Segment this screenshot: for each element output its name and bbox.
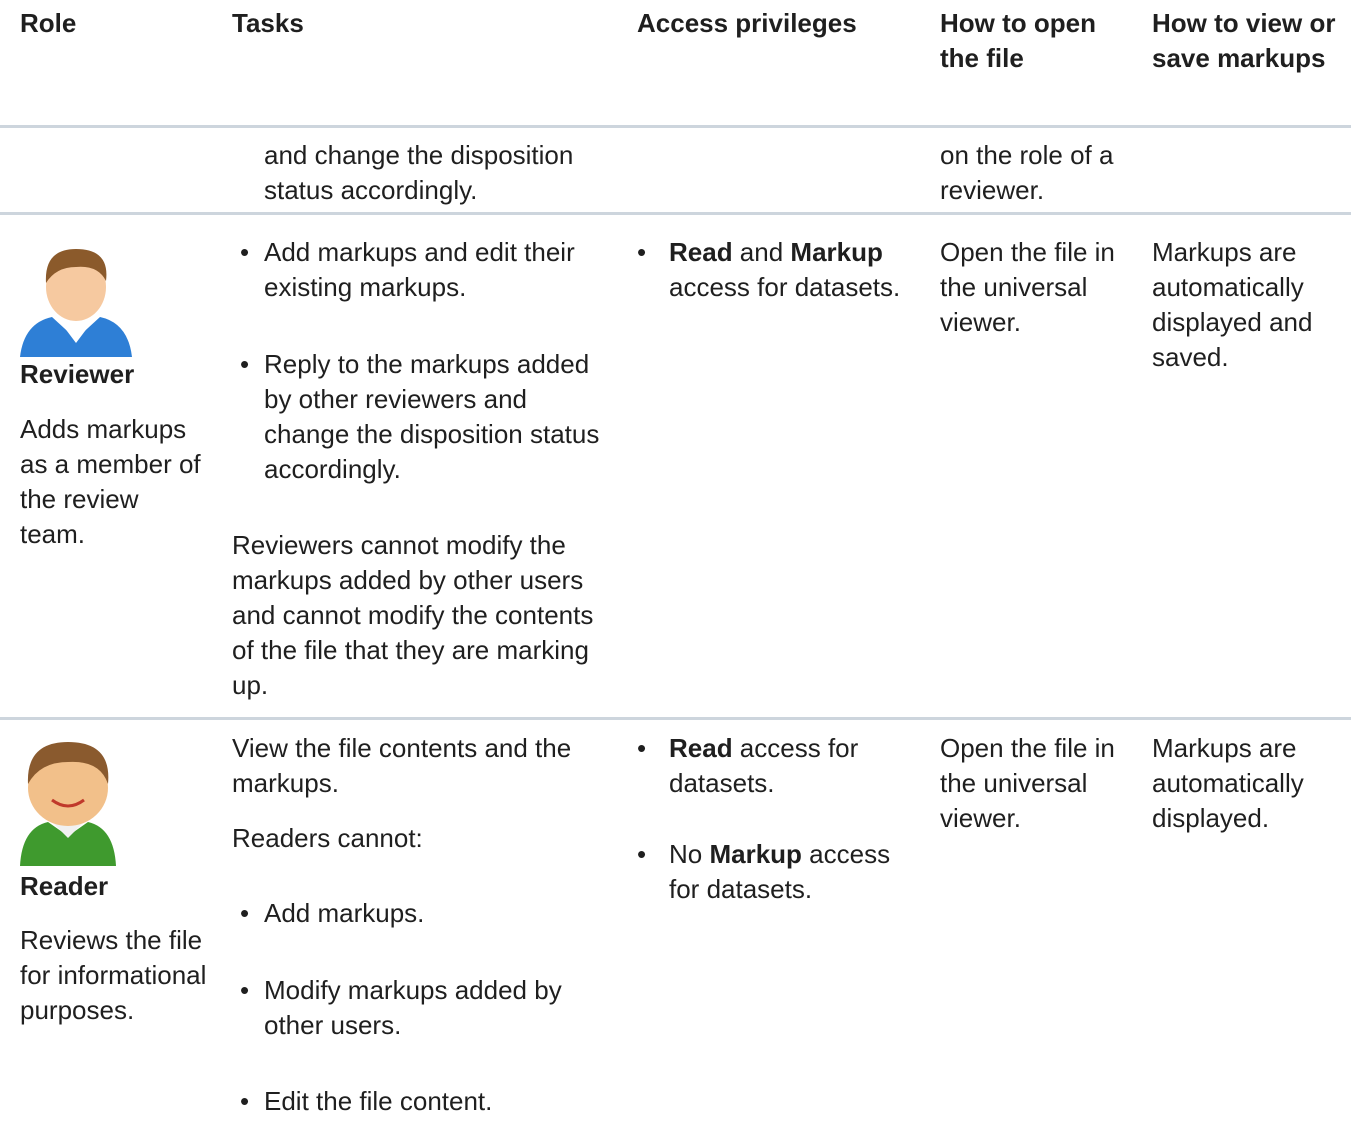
access-text: Markup (709, 839, 802, 869)
access-list: Read access for datasets.No Markup acces… (637, 731, 919, 943)
header-open: How to open the file (940, 8, 1096, 73)
task-bullet: Edit the file content. (240, 1084, 619, 1119)
task-note: Reviewers cannot modify the markups adde… (232, 530, 594, 700)
access-item: No Markup access for datasets. (637, 837, 919, 907)
task-intro: View the file contents and the markups. (232, 733, 572, 798)
header-role: Role (20, 8, 77, 38)
open-text: on the role of a reviewer. (940, 140, 1114, 205)
view-text: Markups are automatically displayed and … (1152, 237, 1313, 372)
role-name: Reviewer (20, 359, 135, 389)
role-description: Reviews the file for informational purpo… (20, 925, 207, 1025)
row-divider (0, 125, 1351, 128)
view-text: Markups are automatically displayed. (1152, 733, 1304, 833)
access-text: Read (669, 733, 733, 763)
access-text: Read (669, 237, 733, 267)
open-text: Open the file in the universal viewer. (940, 237, 1115, 337)
access-text: access for datasets. (669, 839, 898, 904)
reader-avatar (20, 742, 116, 866)
row-divider (0, 717, 1351, 720)
task-bullet: Reply to the markups added by other revi… (240, 347, 619, 487)
access-text: access for datasets. (669, 733, 866, 798)
task-bullet: Modify markups added by other users. (240, 973, 619, 1043)
access-text: and (732, 237, 791, 267)
reviewer-avatar (20, 249, 132, 357)
access-text: No (669, 839, 710, 869)
header-view: How to view or save markups (1152, 8, 1336, 73)
task-lead: Readers cannot: (232, 823, 423, 853)
open-text: Open the file in the universal viewer. (940, 733, 1115, 833)
task-bullet: Add markups and edit their existing mark… (240, 235, 619, 305)
header-access: Access privileges (637, 8, 857, 38)
role-description: Adds markups as a member of the review t… (20, 414, 201, 549)
access-list: Read and Markup access for datasets. (637, 235, 919, 341)
task-bullet: Add markups. (240, 896, 619, 931)
header-tasks: Tasks (232, 8, 304, 38)
access-text: Markup (790, 237, 883, 267)
task-text: and change the disposition status accord… (264, 140, 574, 205)
access-text: access for datasets. (669, 237, 901, 302)
role-name: Reader (20, 871, 109, 901)
access-item: Read access for datasets. (637, 731, 919, 801)
access-item: Read and Markup access for datasets. (637, 235, 919, 305)
row-divider (0, 212, 1351, 215)
